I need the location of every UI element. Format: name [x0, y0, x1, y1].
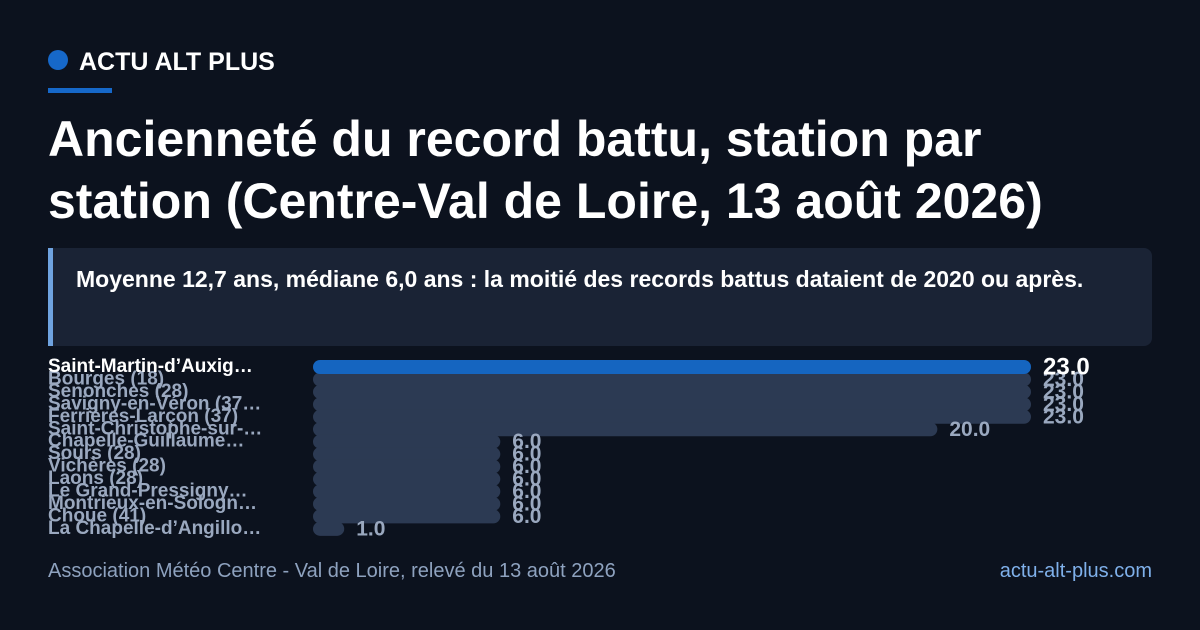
- value-label: 6.0: [512, 455, 541, 478]
- value-label: 23.0: [1043, 405, 1084, 428]
- category-label: Saint-Martin-d’Auxig…: [48, 356, 253, 377]
- brand-dot: [48, 50, 68, 70]
- bar: [313, 484, 501, 499]
- value-label: 1.0: [356, 517, 385, 540]
- bar: [313, 422, 938, 437]
- brand: ACTU ALT PLUS: [79, 48, 275, 76]
- category-label: Vichères (28): [48, 456, 166, 477]
- bar: [313, 509, 501, 524]
- bar: [313, 472, 501, 487]
- bar: [313, 397, 1031, 412]
- category-label: Sours (28): [48, 443, 141, 464]
- value-label: 20.0: [949, 418, 990, 441]
- value-label: 23.0: [1043, 380, 1084, 403]
- chart-title: Ancienneté du record battu, station par …: [48, 111, 1043, 229]
- category-label: Senonches (28): [48, 381, 188, 402]
- category-label: Le Grand-Pressigny…: [48, 481, 248, 502]
- brand-rule: [48, 88, 112, 93]
- value-label: 23.0: [1043, 393, 1084, 416]
- value-label: 6.0: [512, 468, 541, 491]
- bar: [313, 409, 1031, 424]
- category-label: Chapelle-Guillaume…: [48, 431, 244, 452]
- bar: [313, 496, 501, 511]
- bar: [313, 459, 501, 474]
- value-label: 6.0: [512, 505, 541, 528]
- value-label: 23.0: [1043, 353, 1090, 380]
- category-label: Savigny-en-Véron (37…: [48, 393, 261, 414]
- bar: [313, 384, 1031, 399]
- url: actu-alt-plus.com: [999, 560, 1152, 582]
- source: Association Météo Centre - Val de Loire,…: [48, 560, 616, 582]
- bar: [313, 434, 501, 449]
- bar: [313, 372, 1031, 387]
- bar: [313, 360, 1031, 374]
- value-label: 23.0: [1043, 368, 1084, 391]
- category-label: Ferrières-Larçon (37): [48, 406, 238, 427]
- category-label: La Chapelle-d’Angillo…: [48, 518, 261, 539]
- category-label: Montrieux-en-Sologn…: [48, 493, 257, 514]
- chart-subtitle: Moyenne 12,7 ans, médiane 6,0 ans : la m…: [48, 248, 1152, 346]
- value-label: 6.0: [512, 480, 541, 503]
- bar: [313, 447, 501, 462]
- value-label: 6.0: [512, 492, 541, 515]
- value-label: 6.0: [512, 443, 541, 466]
- category-label: Saint-Christophe-sur-…: [48, 418, 262, 439]
- category-label: Choue (41): [48, 505, 146, 526]
- value-label: 6.0: [512, 430, 541, 453]
- category-label: Bourges (18): [48, 368, 164, 389]
- category-label: Laons (28): [48, 468, 143, 489]
- bar: [313, 521, 345, 536]
